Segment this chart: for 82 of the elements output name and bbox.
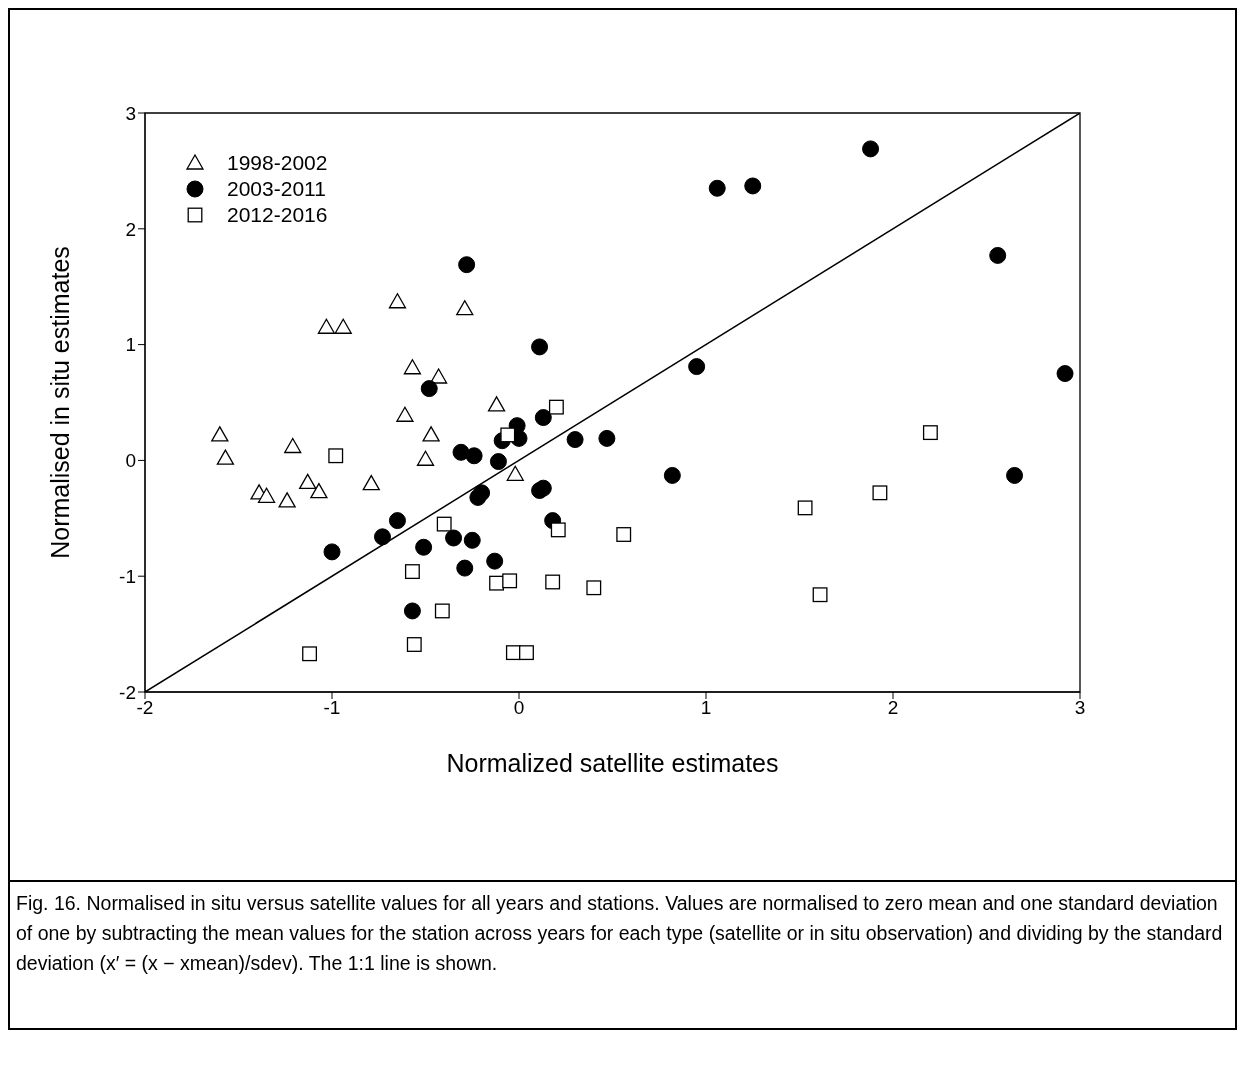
point xyxy=(373,528,391,546)
y-tick-label: 1 xyxy=(125,334,136,356)
point xyxy=(616,527,632,542)
point xyxy=(548,399,564,415)
point xyxy=(519,645,534,661)
point xyxy=(406,637,422,652)
point xyxy=(388,512,406,530)
point xyxy=(216,449,235,465)
point xyxy=(452,443,470,461)
point xyxy=(566,431,584,449)
point xyxy=(500,427,516,443)
legend-label: 1998-2002 xyxy=(227,151,328,175)
point xyxy=(688,358,706,376)
point xyxy=(299,473,317,490)
point xyxy=(456,559,474,577)
x-axis-title: Normalized satellite estimates xyxy=(446,749,779,777)
point xyxy=(489,575,505,591)
point xyxy=(1006,466,1024,484)
point xyxy=(416,450,435,466)
point xyxy=(403,359,422,375)
point xyxy=(506,465,524,481)
point xyxy=(598,429,616,447)
point xyxy=(323,543,341,561)
point xyxy=(458,256,476,274)
point xyxy=(422,426,440,442)
y-tick-label: 3 xyxy=(125,102,136,124)
y-tick-label: 2 xyxy=(125,218,136,240)
point xyxy=(812,587,828,603)
point xyxy=(862,140,880,158)
point xyxy=(211,426,229,442)
point xyxy=(456,300,474,316)
point xyxy=(708,179,726,197)
point xyxy=(486,552,504,570)
point xyxy=(445,529,463,547)
y-tick-label: -1 xyxy=(119,565,136,587)
point xyxy=(989,246,1007,264)
y-tick-label: 0 xyxy=(125,450,136,472)
legend-label: 2012-2016 xyxy=(227,203,328,227)
point xyxy=(534,409,552,427)
y-tick-label: -2 xyxy=(119,681,136,703)
x-tick-label: 2 xyxy=(887,697,899,719)
caption: Fig. 16. Normalised in situ versus satellite values for all years and stations. Values are normalised to zero mean and one standard deviation of one by subtracting the mean values for the station across years for each type (satellite or in situ observation) and dividing by the standard deviation (x′ = (x − xmean)/sdev). The 1:1 line is shown. xyxy=(10,880,1235,1028)
point xyxy=(362,474,380,491)
point xyxy=(388,293,407,309)
point xyxy=(531,338,549,356)
point xyxy=(487,396,506,412)
point xyxy=(922,425,938,441)
point xyxy=(403,602,421,620)
point xyxy=(489,453,507,471)
point xyxy=(465,447,483,465)
point xyxy=(586,580,602,596)
point xyxy=(278,492,296,508)
point xyxy=(284,437,302,454)
point xyxy=(310,483,328,499)
point xyxy=(420,380,438,398)
point xyxy=(317,318,336,334)
point xyxy=(434,603,450,619)
point xyxy=(797,500,813,516)
point xyxy=(302,646,318,662)
legend-label: 2003-2011 xyxy=(227,177,326,201)
point xyxy=(396,406,414,422)
point xyxy=(545,574,561,590)
point xyxy=(502,573,518,589)
point xyxy=(872,485,888,501)
point xyxy=(328,448,344,464)
point xyxy=(463,531,481,549)
x-tick-label: 1 xyxy=(700,697,712,719)
point xyxy=(1056,365,1074,383)
point xyxy=(663,466,681,484)
point xyxy=(257,487,276,503)
x-tick-label: 3 xyxy=(1074,697,1086,719)
point xyxy=(744,177,762,195)
x-tick-label: 0 xyxy=(513,697,525,719)
x-tick-label: -1 xyxy=(323,697,341,719)
point xyxy=(334,318,352,334)
point xyxy=(404,564,420,580)
point xyxy=(436,516,452,532)
point xyxy=(429,368,448,384)
point xyxy=(550,522,566,538)
y-axis-title: Normalised in situ estimates xyxy=(45,246,74,559)
point xyxy=(473,484,491,502)
point xyxy=(415,538,433,556)
